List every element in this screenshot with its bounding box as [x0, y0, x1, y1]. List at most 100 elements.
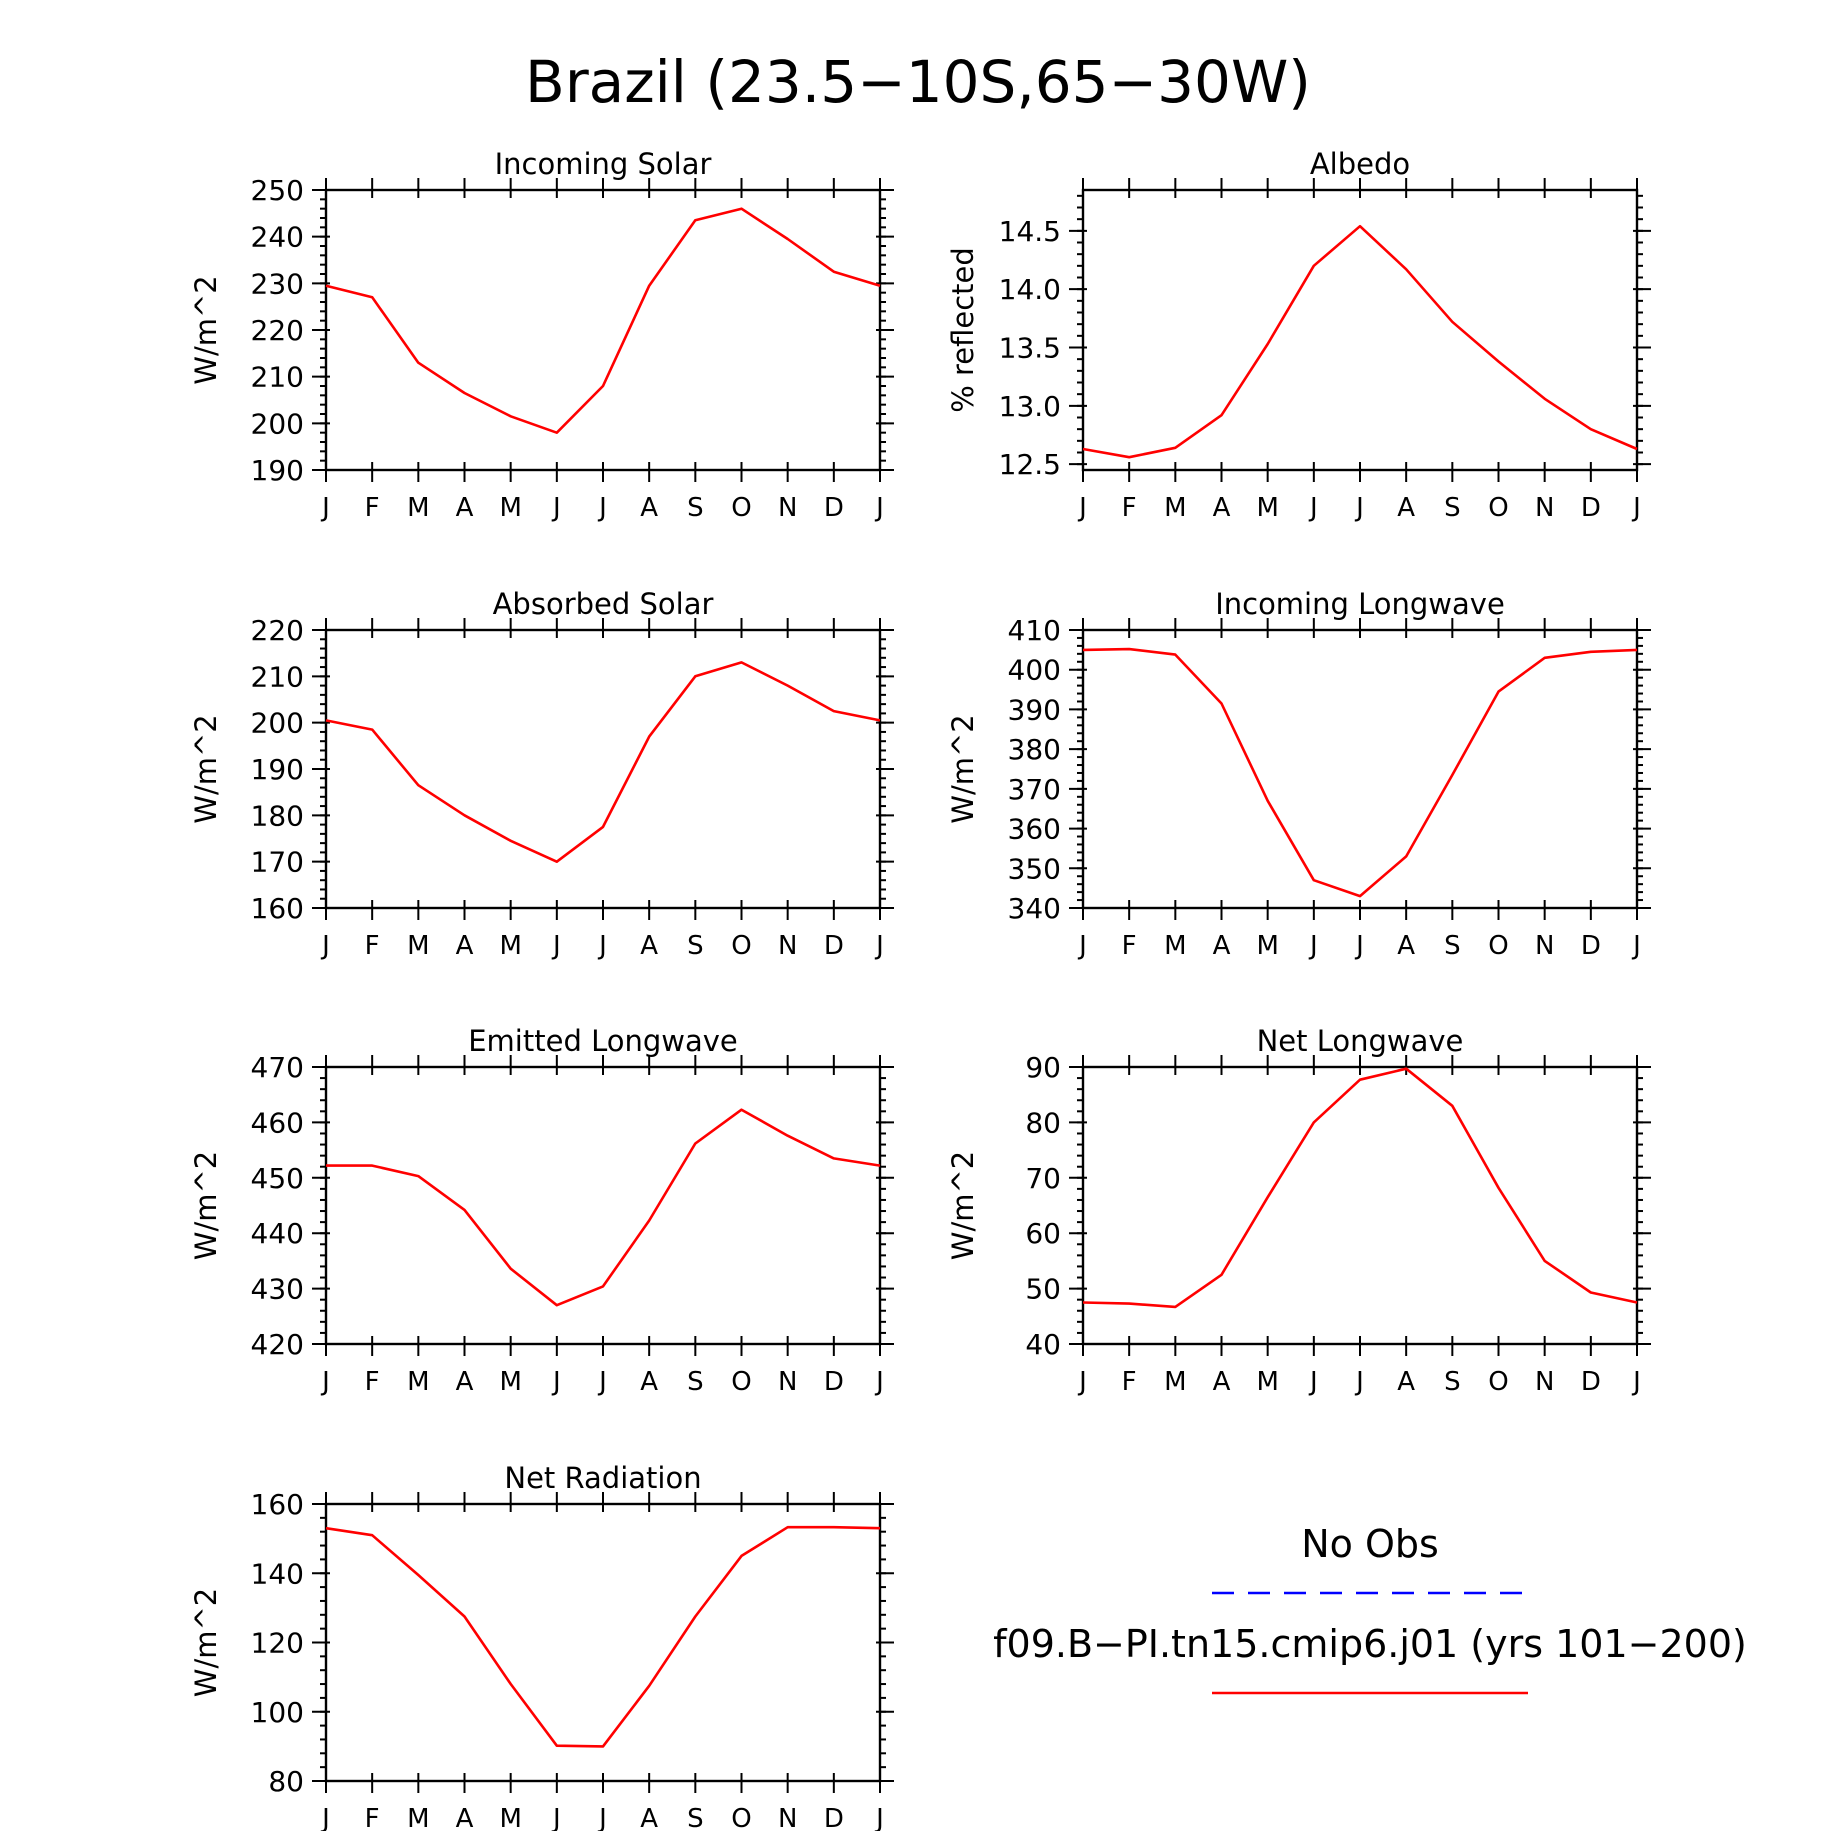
x-tick-label: A — [640, 1804, 658, 1831]
x-tick-label: A — [1397, 931, 1415, 961]
y-tick-label: 370 — [1008, 773, 1061, 806]
x-tick-label: D — [1581, 1367, 1601, 1397]
y-tick-label: 40 — [1025, 1328, 1061, 1361]
x-tick-label: J — [874, 493, 884, 523]
y-tick-label: 340 — [1008, 892, 1061, 925]
x-tick-label: J — [1308, 931, 1318, 961]
series-line — [1082, 224, 1638, 459]
x-tick-label: J — [597, 1367, 607, 1397]
x-tick-label: J — [1354, 1367, 1364, 1397]
x-tick-label: A — [1213, 1367, 1231, 1397]
legend: No Obs f09.B−PI.tn15.cmip6.j01 (yrs 101−… — [993, 1522, 1747, 1695]
y-tick-label: 12.5 — [999, 448, 1061, 481]
y-tick-label: 420 — [251, 1328, 304, 1361]
x-tick-label: O — [1488, 493, 1508, 523]
x-tick-label: A — [640, 1367, 658, 1397]
y-tick-label: 120 — [251, 1627, 304, 1660]
x-tick-label: J — [874, 931, 884, 961]
y-axis-label: % reflected — [946, 247, 980, 413]
y-tick-label: 210 — [251, 660, 304, 693]
y-tick-label: 160 — [251, 892, 304, 925]
x-tick-label: O — [731, 1804, 751, 1831]
panel-title: Absorbed Solar — [493, 587, 714, 621]
plot-frame — [1081, 628, 1639, 910]
y-tick-label: 190 — [251, 454, 304, 487]
x-tick-label: J — [597, 931, 607, 961]
x-tick-label: F — [1122, 1367, 1137, 1397]
x-tick-label: S — [1444, 931, 1461, 961]
y-tick-label: 200 — [251, 707, 304, 740]
x-tick-label: F — [365, 931, 380, 961]
y-tick-label: 430 — [251, 1273, 304, 1306]
panel-title: Incoming Solar — [495, 147, 712, 181]
x-tick-label: M — [407, 1367, 429, 1397]
y-tick-label: 90 — [1025, 1051, 1061, 1084]
x-tick-label: J — [320, 493, 330, 523]
series-line — [326, 1108, 881, 1307]
legend-model-label: f09.B−PI.tn15.cmip6.j01 (yrs 101−200) — [993, 1622, 1747, 1666]
x-tick-label: S — [687, 1367, 704, 1397]
x-tick-label: D — [824, 931, 844, 961]
x-tick-label: D — [1581, 931, 1601, 961]
x-tick-label: A — [640, 931, 658, 961]
x-tick-label: D — [824, 1367, 844, 1397]
y-tick-label: 50 — [1025, 1273, 1061, 1306]
series-line — [1082, 1067, 1638, 1309]
plot-frame — [1081, 1065, 1639, 1346]
x-tick-label: J — [1354, 931, 1364, 961]
y-axis-label: W/m^2 — [189, 1588, 223, 1697]
plot-frame — [324, 1065, 882, 1346]
x-tick-label: A — [1213, 493, 1231, 523]
x-tick-label: N — [1535, 493, 1554, 523]
x-tick-label: A — [456, 1367, 474, 1397]
x-tick-label: J — [1308, 1367, 1318, 1397]
x-tick-label: J — [1631, 931, 1641, 961]
x-tick-label: M — [1256, 1367, 1278, 1397]
x-tick-label: J — [1354, 493, 1364, 523]
x-tick-label: N — [778, 1367, 797, 1397]
x-tick-label: A — [1397, 493, 1415, 523]
y-axis-label: W/m^2 — [946, 714, 980, 823]
y-tick-label: 460 — [251, 1106, 304, 1139]
x-tick-label: M — [499, 1367, 521, 1397]
y-tick-label: 14.0 — [999, 273, 1061, 306]
x-tick-label: M — [1164, 931, 1186, 961]
x-tick-label: O — [731, 493, 751, 523]
main-title: Brazil (23.5−10S,65−30W) — [525, 48, 1311, 116]
x-tick-label: J — [551, 493, 561, 523]
x-tick-label: N — [778, 493, 797, 523]
series-line — [1082, 647, 1638, 898]
x-tick-label: J — [1077, 931, 1087, 961]
x-tick-label: O — [731, 931, 751, 961]
x-tick-label: F — [1122, 931, 1137, 961]
x-tick-label: N — [1535, 931, 1554, 961]
x-tick-label: M — [499, 1804, 521, 1831]
y-tick-label: 13.0 — [999, 390, 1061, 423]
x-tick-label: M — [407, 931, 429, 961]
x-tick-label: O — [1488, 931, 1508, 961]
x-tick-label: O — [1488, 1367, 1508, 1397]
y-tick-label: 220 — [251, 614, 304, 647]
x-tick-label: A — [456, 1804, 474, 1831]
y-tick-label: 360 — [1008, 813, 1061, 846]
x-tick-label: S — [687, 1804, 704, 1831]
y-tick-label: 180 — [251, 799, 304, 832]
x-tick-label: J — [1077, 493, 1087, 523]
y-tick-label: 250 — [251, 174, 304, 207]
y-tick-label: 200 — [251, 407, 304, 440]
y-tick-label: 80 — [268, 1765, 304, 1798]
x-tick-label: J — [874, 1804, 884, 1831]
x-tick-label: M — [1256, 493, 1278, 523]
x-tick-label: J — [320, 1804, 330, 1831]
y-tick-label: 13.5 — [999, 332, 1061, 365]
plot-frame — [324, 1502, 882, 1783]
x-tick-label: J — [874, 1367, 884, 1397]
y-axis-label: W/m^2 — [189, 1151, 223, 1260]
y-tick-label: 440 — [251, 1217, 304, 1250]
x-tick-label: M — [499, 493, 521, 523]
x-tick-label: J — [551, 1367, 561, 1397]
x-tick-label: S — [1444, 493, 1461, 523]
panel-1: J F M A M J J A S O N D J190200210220230240250Incomi… — [189, 147, 894, 523]
x-tick-label: S — [687, 493, 704, 523]
